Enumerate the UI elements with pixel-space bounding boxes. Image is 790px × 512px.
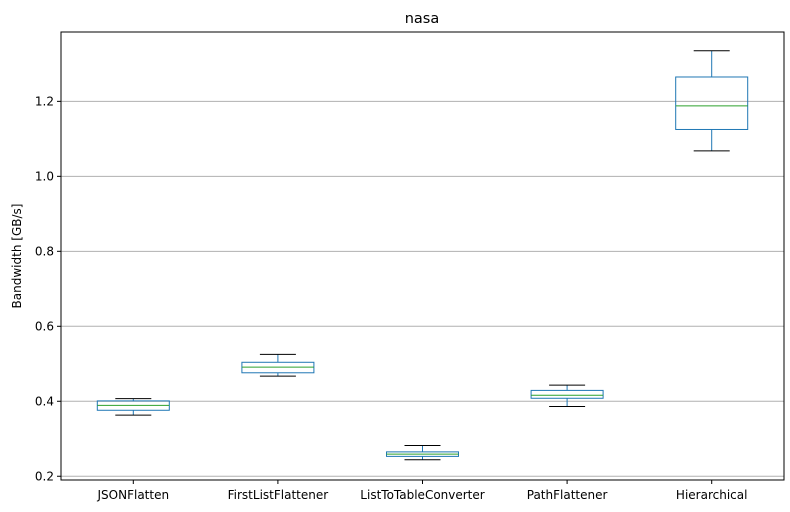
y-tick-label: 1.2 <box>35 94 54 108</box>
box-iqr <box>675 76 749 130</box>
x-tick-label: Hierarchical <box>676 488 748 502</box>
box-group <box>530 384 604 408</box>
y-axis-label: Bandwidth [GB/s] <box>10 204 24 309</box>
box-iqr <box>530 389 604 399</box>
axes: 0.2 0.4 0.6 0.8 1.0 1.2 JSONFlatten FirstListFl… <box>35 31 785 502</box>
plot-area <box>96 50 749 461</box>
y-tick-label: 0.8 <box>35 244 54 258</box>
chart-title: nasa <box>405 11 440 27</box>
y-tick-label: 1.0 <box>35 169 54 183</box>
y-tick-label: 0.6 <box>35 319 54 333</box>
box-group <box>96 398 170 416</box>
gridlines <box>61 100 784 477</box>
box-group <box>241 353 315 377</box>
x-tick-label: JSONFlatten <box>97 488 170 502</box>
y-tick-label: 0.2 <box>35 469 54 483</box>
x-tick-label: FirstListFlattener <box>228 488 329 502</box>
box-group <box>675 50 749 152</box>
box-group <box>386 445 459 461</box>
x-tick-label: ListToTableConverter <box>360 488 484 502</box>
x-tick-label: PathFlattener <box>527 488 608 502</box>
y-tick-label: 0.4 <box>35 394 54 408</box>
